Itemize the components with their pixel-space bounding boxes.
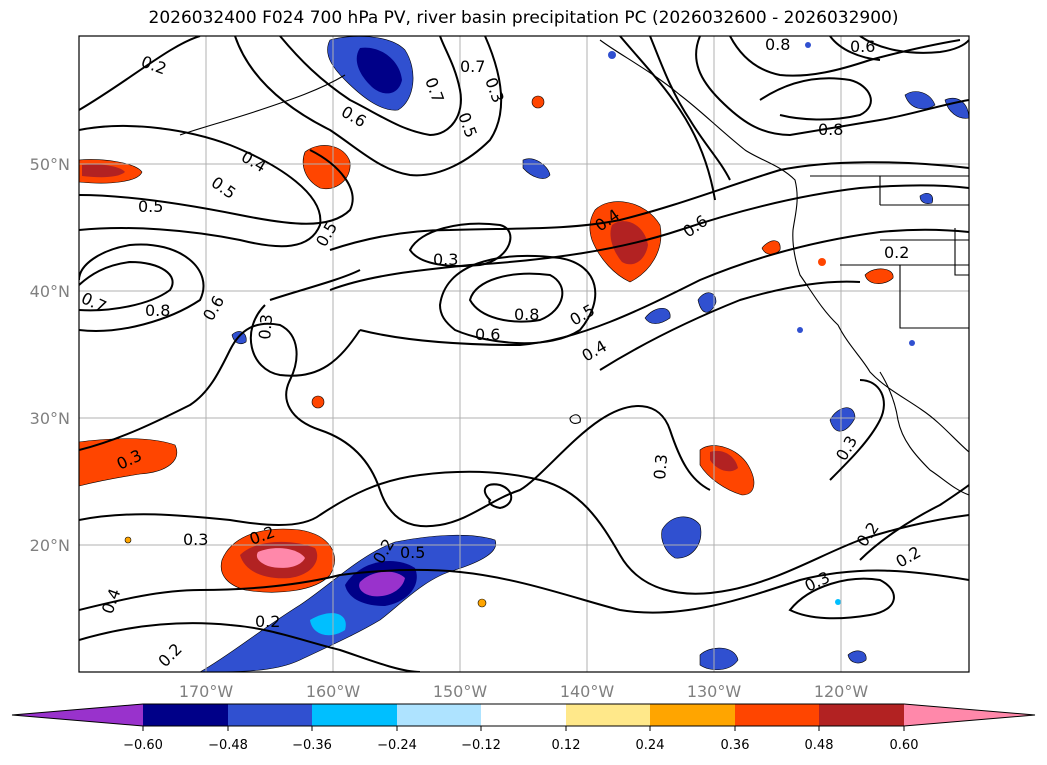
colorbar-bin (397, 704, 481, 726)
colorbar-tick-label: −0.24 (377, 738, 417, 753)
contour-label: 0.8 (765, 35, 790, 54)
pos-anomaly-160w-50n (302, 145, 351, 190)
lat-tick-label: 30°N (30, 409, 70, 428)
contour-label: 0.6 (475, 325, 500, 344)
contour-label: 0.6 (850, 37, 875, 56)
contour-label: 0.7 (460, 57, 485, 76)
contour-label: 0.3 (255, 313, 276, 340)
contour-label: 0.3 (433, 250, 458, 269)
colorbar-bin (228, 704, 312, 726)
north-america-coast (599, 39, 969, 453)
lon-tick-label: 120°W (814, 682, 869, 701)
lon-tick-label: 150°W (433, 682, 488, 701)
colorbar-tick-label: 0.24 (636, 738, 665, 753)
lon-tick-label: 170°W (179, 682, 234, 701)
lon-tick-label: 160°W (306, 682, 361, 701)
colorbar-bin (650, 704, 735, 726)
colorbar-bin (312, 704, 397, 726)
colorbar-bin (481, 704, 566, 726)
map-title: 2026032400 F024 700 hPa PV, river basin … (148, 8, 899, 28)
axis-tick-labels: 170°W 160°W 150°W 140°W 130°W 120°W 50°N… (30, 155, 869, 701)
colorbar-bin (735, 704, 819, 726)
aleutian-coast (179, 74, 346, 136)
gridlines (79, 36, 969, 672)
lat-tick-label: 50°N (30, 155, 70, 174)
colorbar-bin (566, 704, 650, 726)
colorbar-tick-label: 0.60 (890, 738, 919, 753)
contour-label: 0.3 (650, 453, 671, 480)
colorbar-tick-label: 0.12 (552, 738, 581, 753)
colorbar-tick-label: −0.60 (123, 738, 163, 753)
contour-label: 0.8 (145, 301, 170, 320)
coastlines (179, 39, 969, 496)
contour-label: 0.8 (818, 120, 843, 139)
contour-label: 0.3 (183, 530, 208, 549)
colorbar-tick-label: −0.12 (461, 738, 501, 753)
contour-label: 0.5 (400, 543, 425, 562)
contour-label: 0.8 (514, 305, 539, 324)
colorbar-upper-extension (904, 704, 1035, 726)
lat-tick-label: 20°N (30, 536, 70, 555)
colorbar: −0.60 −0.48 −0.36 −0.24 −0.12 0.12 0.24 … (11, 703, 1036, 753)
colorbar-bin (143, 704, 228, 726)
lon-tick-label: 130°W (687, 682, 742, 701)
lon-tick-label: 140°W (560, 682, 615, 701)
lat-tick-label: 40°N (30, 282, 70, 301)
map-frame (78, 35, 970, 673)
contour-label: 0.5 (138, 197, 163, 216)
pos-anomaly-left-28n (79, 438, 177, 487)
colorbar-tick-label: −0.36 (292, 738, 332, 753)
colorbar-tick-label: 0.36 (721, 738, 750, 753)
colorbar-bin (819, 704, 904, 726)
colorbar-tick-label: −0.48 (208, 738, 248, 753)
contour-label: 0.2 (884, 243, 909, 262)
pv-contours (79, 36, 969, 672)
precip-shading (79, 36, 969, 672)
colorbar-lower-extension (12, 704, 143, 726)
contour-label: 0.2 (255, 612, 280, 631)
colorbar-tick-label: 0.48 (805, 738, 834, 753)
